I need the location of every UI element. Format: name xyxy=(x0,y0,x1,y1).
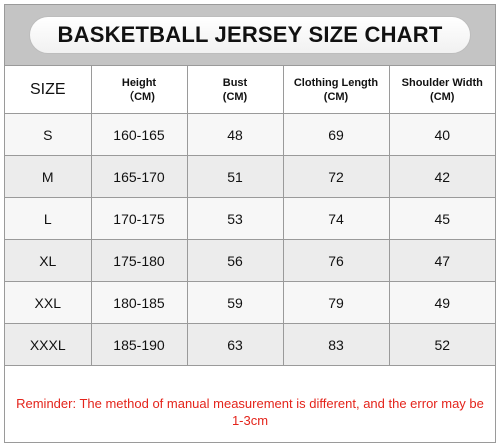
clothing-length-cell: 72 xyxy=(282,155,390,198)
column-header-size: SIZE xyxy=(5,66,92,114)
column-header-unit: (CM) xyxy=(430,90,455,103)
column-header-bust: Bust (CM) xyxy=(186,66,284,114)
size-cell: S xyxy=(5,113,92,156)
table-row: XXL 180-185 59 79 49 xyxy=(5,281,495,324)
bust-cell: 63 xyxy=(186,323,284,366)
clothing-length-cell: 74 xyxy=(282,197,390,240)
column-header-label: Height xyxy=(121,76,157,89)
column-header-label: Bust xyxy=(222,76,248,89)
shoulder-width-cell: 40 xyxy=(388,113,495,156)
bust-cell: 56 xyxy=(186,239,284,282)
table-row: L 170-175 53 74 45 xyxy=(5,197,495,240)
clothing-length-cell: 69 xyxy=(282,113,390,156)
column-header-clothing-length: Clothing Length (CM) xyxy=(282,66,390,114)
table-row: XL 175-180 56 76 47 xyxy=(5,239,495,282)
table-header-row: SIZE Height （CM) Bust (CM) Clothing Length… xyxy=(5,66,495,114)
size-cell: XXXL xyxy=(5,323,92,366)
bust-cell: 53 xyxy=(186,197,284,240)
height-cell: 170-175 xyxy=(90,197,188,240)
shoulder-width-cell: 42 xyxy=(388,155,495,198)
shoulder-width-cell: 52 xyxy=(388,323,495,366)
height-cell: 180-185 xyxy=(90,281,188,324)
height-cell: 185-190 xyxy=(90,323,188,366)
clothing-length-cell: 83 xyxy=(282,323,390,366)
column-header-unit: (CM) xyxy=(323,90,349,103)
height-cell: 160-165 xyxy=(90,113,188,156)
column-header-label: SIZE xyxy=(29,80,66,98)
column-header-unit: (CM) xyxy=(222,90,248,103)
height-cell: 165-170 xyxy=(90,155,188,198)
size-cell: XXL xyxy=(5,281,92,324)
bust-cell: 59 xyxy=(186,281,284,324)
table-row: M 165-170 51 72 42 xyxy=(5,155,495,198)
size-chart: BASKETBALL JERSEY SIZE CHART SIZE Height… xyxy=(4,4,496,443)
column-header-label: Shoulder Width xyxy=(401,76,483,89)
column-header-unit: （CM) xyxy=(123,90,155,103)
column-header-shoulder-width: Shoulder Width (CM) xyxy=(388,66,495,114)
bust-cell: 51 xyxy=(186,155,284,198)
size-table: SIZE Height （CM) Bust (CM) Clothing Length… xyxy=(5,66,495,366)
size-cell: XL xyxy=(5,239,92,282)
shoulder-width-cell: 47 xyxy=(388,239,495,282)
bust-cell: 48 xyxy=(186,113,284,156)
column-header-height: Height （CM) xyxy=(90,66,188,114)
shoulder-width-cell: 49 xyxy=(388,281,495,324)
height-cell: 175-180 xyxy=(90,239,188,282)
chart-title: BASKETBALL JERSEY SIZE CHART xyxy=(29,16,471,54)
table-row: S 160-165 48 69 40 xyxy=(5,113,495,156)
clothing-length-cell: 76 xyxy=(282,239,390,282)
table-row: XXXL 185-190 63 83 52 xyxy=(5,323,495,366)
reminder-note: Reminder: The method of manual measureme… xyxy=(16,395,484,428)
size-cell: M xyxy=(5,155,92,198)
shoulder-width-cell: 45 xyxy=(388,197,495,240)
title-band: BASKETBALL JERSEY SIZE CHART xyxy=(5,5,495,66)
clothing-length-cell: 79 xyxy=(282,281,390,324)
size-cell: L xyxy=(5,197,92,240)
column-header-label: Clothing Length xyxy=(293,76,379,89)
